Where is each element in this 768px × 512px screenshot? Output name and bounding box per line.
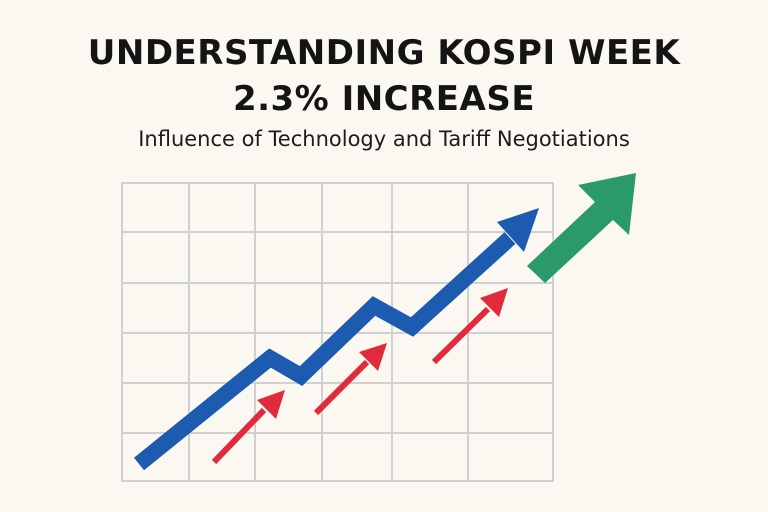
page-subtitle: Influence of Technology and Tariff Negot… xyxy=(138,127,630,151)
title-line-1: UNDERSTANDING KOSPI WEEK xyxy=(87,33,681,73)
red-up-arrow-icon xyxy=(211,390,285,465)
title-line-2: 2.3% INCREASE xyxy=(232,79,536,119)
page-title: UNDERSTANDING KOSPI WEEK 2.3% INCREASE xyxy=(0,30,768,122)
red-up-arrow-icon xyxy=(313,343,387,416)
green-up-arrow-icon xyxy=(527,173,636,283)
red-up-arrow-icon xyxy=(431,288,508,365)
blue-trend-arrow-icon xyxy=(133,208,539,471)
